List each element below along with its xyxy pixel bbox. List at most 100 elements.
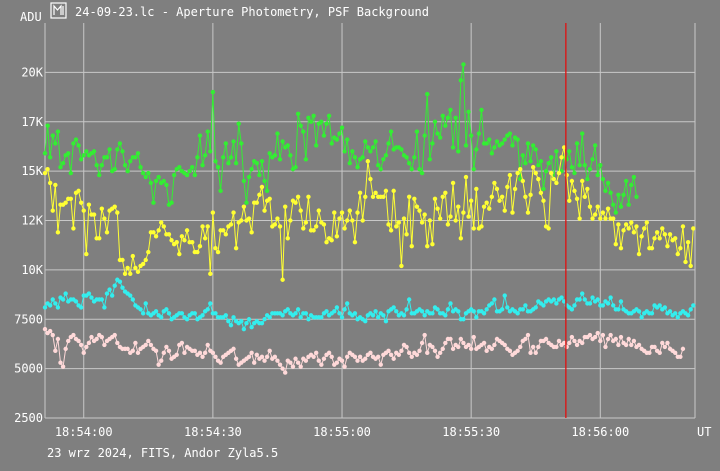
- data-point: [84, 149, 89, 154]
- data-point: [249, 230, 254, 235]
- data-point: [254, 200, 259, 205]
- data-point: [78, 305, 84, 310]
- data-point: [680, 346, 686, 352]
- data-point: [120, 257, 125, 263]
- data-point: [45, 166, 50, 172]
- data-point: [502, 342, 507, 348]
- data-point: [536, 176, 541, 182]
- data-point: [456, 309, 461, 314]
- data-point: [122, 163, 128, 168]
- data-point: [218, 360, 223, 365]
- data-point: [293, 200, 298, 205]
- data-point: [595, 297, 600, 302]
- data-point: [497, 198, 502, 203]
- data-point: [577, 163, 582, 168]
- data-point: [319, 362, 324, 367]
- data-point: [507, 172, 513, 178]
- data-point: [239, 218, 244, 223]
- data-point: [662, 344, 668, 350]
- data-point: [368, 350, 373, 356]
- data-point: [355, 210, 360, 215]
- data-point: [590, 295, 595, 300]
- data-point: [282, 370, 288, 375]
- data-point: [249, 350, 254, 356]
- light-curve-app-icon[interactable]: [50, 2, 67, 19]
- data-point: [306, 194, 311, 199]
- data-point: [161, 224, 167, 229]
- data-point: [357, 190, 363, 196]
- data-point: [660, 340, 665, 346]
- data-point: [621, 192, 626, 198]
- data-point: [45, 123, 50, 128]
- data-point: [432, 348, 438, 354]
- data-point: [202, 153, 208, 158]
- data-point: [112, 283, 117, 288]
- data-point: [471, 166, 476, 172]
- data-point: [164, 182, 169, 188]
- data-point: [321, 356, 327, 361]
- data-point: [530, 164, 536, 170]
- data-point: [613, 336, 618, 342]
- data-point: [592, 143, 598, 148]
- data-point: [146, 338, 151, 344]
- series-2: [42, 277, 696, 332]
- data-point: [195, 249, 200, 255]
- data-point: [381, 157, 386, 162]
- data-point: [375, 354, 381, 359]
- data-point: [616, 192, 621, 198]
- data-point: [662, 232, 668, 237]
- data-point: [445, 115, 451, 121]
- data-point: [419, 309, 425, 314]
- data-point: [626, 226, 631, 231]
- data-point: [388, 228, 394, 233]
- data-point: [401, 313, 407, 318]
- data-point: [422, 212, 427, 217]
- data-point: [187, 168, 192, 174]
- data-point: [169, 238, 174, 243]
- data-point: [608, 295, 613, 300]
- data-point: [128, 293, 133, 298]
- data-point: [510, 210, 515, 215]
- data-point: [262, 208, 267, 213]
- data-point: [298, 364, 303, 369]
- data-point: [63, 200, 68, 205]
- data-point: [156, 362, 161, 367]
- data-point: [388, 129, 394, 134]
- data-point: [435, 206, 440, 211]
- data-point: [672, 350, 678, 356]
- title-bar: 24-09-23.lc - Aperture Photometry, PSF B…: [50, 2, 429, 19]
- data-point: [453, 115, 458, 121]
- data-point: [391, 188, 396, 194]
- data-point: [55, 336, 61, 342]
- app-icon-glyph: [53, 4, 64, 15]
- data-point: [148, 180, 154, 186]
- data-point: [267, 348, 272, 354]
- data-point: [97, 236, 102, 241]
- data-point: [200, 313, 205, 318]
- data-point: [352, 240, 358, 245]
- data-point: [520, 178, 526, 184]
- data-point: [246, 174, 252, 180]
- data-point: [530, 143, 536, 148]
- data-point: [523, 194, 528, 199]
- data-point: [339, 315, 345, 320]
- data-point: [355, 358, 360, 363]
- data-point: [138, 307, 143, 312]
- data-point: [257, 192, 262, 198]
- data-point: [213, 311, 218, 316]
- y-tick-label: 7500: [14, 312, 43, 326]
- data-point: [572, 338, 577, 344]
- data-point: [50, 208, 55, 213]
- data-point: [654, 230, 660, 235]
- data-point: [197, 243, 203, 249]
- data-point: [324, 309, 329, 314]
- data-point: [122, 271, 128, 277]
- data-point: [554, 180, 559, 186]
- data-point: [112, 204, 117, 209]
- data-point: [184, 317, 190, 322]
- data-point: [303, 311, 309, 316]
- data-point: [489, 301, 495, 306]
- data-point: [683, 259, 688, 265]
- data-point: [339, 210, 345, 215]
- data-point: [399, 348, 404, 354]
